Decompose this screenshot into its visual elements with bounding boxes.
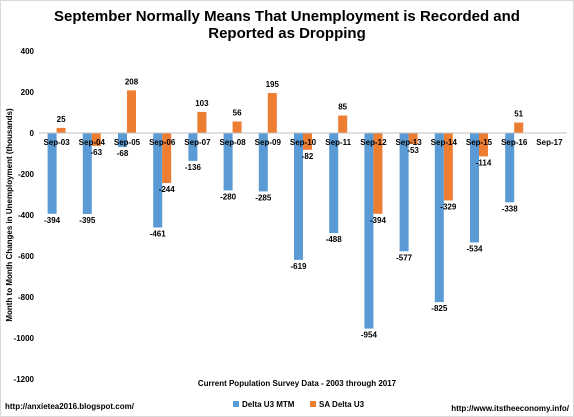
data-label-sa-delta-u3: -82 — [302, 152, 314, 161]
y-tick-label: 400 — [21, 47, 35, 56]
data-label-delta-u3-mtm: -488 — [326, 235, 343, 244]
x-tick-label: Sep-13 — [395, 138, 422, 147]
bar-sa-delta-u3 — [127, 90, 136, 133]
bar-sa-delta-u3 — [162, 133, 172, 184]
bar-sa-delta-u3 — [232, 121, 242, 133]
bars-group — [47, 90, 524, 329]
bar-delta-u3-mtm — [82, 133, 92, 214]
bar-delta-u3-mtm — [399, 133, 409, 252]
data-label-sa-delta-u3: 103 — [195, 99, 209, 108]
data-label-sa-delta-u3: 51 — [514, 110, 523, 119]
x-tick-label: Sep-16 — [501, 138, 528, 147]
data-label-delta-u3-mtm: -136 — [185, 163, 202, 172]
data-label-sa-delta-u3: 56 — [233, 109, 242, 118]
bar-sa-delta-u3 — [267, 93, 277, 133]
data-labels: -394 -395 -68 -461 -136 -280 -285 -619 -488 -954 -… — [44, 77, 524, 339]
x-tick-label: Sep-06 — [149, 138, 176, 147]
bar-delta-u3-mtm — [188, 133, 198, 161]
bar-sa-delta-u3 — [197, 111, 207, 133]
data-label-sa-delta-u3: 25 — [57, 115, 66, 124]
bar-delta-u3-mtm — [223, 133, 233, 191]
bar-sa-delta-u3 — [303, 133, 312, 150]
y-axis-title: Month to Month Changes in Unemployment (… — [5, 108, 14, 322]
bar-delta-u3-mtm — [47, 133, 57, 214]
chart-title-line-2: Reported as Dropping — [208, 25, 366, 42]
x-tick-label: Sep-12 — [360, 138, 387, 147]
bar-sa-delta-u3 — [91, 133, 101, 146]
y-tick-label: -1000 — [14, 334, 35, 343]
x-axis-title: Current Population Survey Data - 2003 th… — [198, 379, 397, 388]
bar-sa-delta-u3 — [479, 133, 488, 157]
data-label-sa-delta-u3: -394 — [370, 216, 387, 225]
bar-delta-u3-mtm — [153, 133, 163, 228]
y-tick-label: -600 — [18, 252, 35, 261]
bar-sa-delta-u3 — [338, 115, 348, 133]
x-tick-label: Sep-11 — [325, 138, 351, 147]
bar-delta-u3-mtm — [434, 133, 444, 303]
footer-right-link[interactable]: http://www.itstheeconomy.info/ — [451, 404, 570, 413]
x-tick-label: Sep-07 — [184, 138, 211, 147]
data-label-delta-u3-mtm: -280 — [220, 192, 237, 201]
data-label-delta-u3-mtm: -577 — [396, 253, 413, 262]
legend-label-sa-delta-u3: SA Delta U3 — [319, 400, 365, 409]
x-tick-label: Sep-10 — [290, 138, 317, 147]
footer-left-link[interactable]: http://anxietea2016.blogspot.com/ — [5, 402, 135, 411]
y-axis-ticks: 400 200 0 -200 -400 -600 -800 -1000 -1200 — [14, 47, 35, 384]
bar-delta-u3-mtm — [118, 133, 127, 147]
y-tick-label: 0 — [30, 129, 35, 138]
y-tick-label: -1200 — [14, 375, 35, 384]
legend-swatch-sa-delta-u3 — [310, 401, 316, 407]
legend-swatch-delta-u3-mtm — [233, 401, 239, 407]
category-labels: Sep-03 Sep-04 Sep-05 Sep-06 Sep-07 Sep-08 Sep-… — [43, 138, 563, 147]
x-tick-label: Sep-17 — [536, 138, 563, 147]
bar-sa-delta-u3 — [443, 133, 453, 201]
y-tick-label: -200 — [18, 170, 35, 179]
y-tick-label: 200 — [21, 88, 35, 97]
data-label-delta-u3-mtm: -338 — [502, 204, 519, 213]
x-tick-label: Sep-15 — [466, 138, 493, 147]
x-tick-label: Sep-09 — [255, 138, 282, 147]
data-label-delta-u3-mtm: -825 — [431, 304, 448, 313]
data-label-delta-u3-mtm: -534 — [466, 244, 483, 253]
bar-sa-delta-u3 — [373, 133, 383, 214]
bar-delta-u3-mtm — [294, 133, 303, 260]
bar-delta-u3-mtm — [470, 133, 479, 243]
data-label-delta-u3-mtm: -395 — [79, 216, 96, 225]
chart-title-line-1: September Normally Means That Unemployme… — [54, 8, 520, 25]
x-tick-label: Sep-08 — [219, 138, 246, 147]
data-label-delta-u3-mtm: -394 — [44, 216, 61, 225]
y-tick-label: -800 — [18, 293, 35, 302]
data-label-sa-delta-u3: 208 — [125, 77, 139, 86]
bar-delta-u3-mtm — [258, 133, 268, 192]
x-tick-label: Sep-04 — [79, 138, 106, 147]
legend: Delta U3 MTM SA Delta U3 — [233, 400, 365, 409]
data-label-sa-delta-u3: -53 — [407, 146, 419, 155]
data-label-sa-delta-u3: -244 — [159, 185, 176, 194]
data-label-sa-delta-u3: 85 — [338, 103, 347, 112]
bar-delta-u3-mtm — [364, 133, 374, 329]
x-tick-label: Sep-03 — [43, 138, 70, 147]
data-label-delta-u3-mtm: -285 — [255, 193, 272, 202]
x-tick-label: Sep-05 — [114, 138, 141, 147]
data-label-delta-u3-mtm: -954 — [361, 331, 378, 340]
bar-sa-delta-u3 — [514, 122, 524, 133]
data-label-sa-delta-u3: -63 — [91, 148, 103, 157]
legend-label-delta-u3-mtm: Delta U3 MTM — [242, 400, 295, 409]
bar-sa-delta-u3 — [408, 133, 418, 144]
data-label-delta-u3-mtm: -619 — [290, 262, 307, 271]
y-tick-label: -400 — [18, 211, 35, 220]
x-tick-label: Sep-14 — [431, 138, 458, 147]
data-label-sa-delta-u3: -329 — [440, 202, 457, 211]
data-label-sa-delta-u3: -114 — [476, 158, 492, 167]
data-label-delta-u3-mtm: -461 — [150, 230, 167, 239]
data-label-delta-u3-mtm: -68 — [117, 149, 129, 158]
bar-delta-u3-mtm — [505, 133, 515, 203]
data-label-sa-delta-u3: 195 — [266, 80, 280, 89]
bar-delta-u3-mtm — [329, 133, 339, 234]
bar-sa-delta-u3 — [56, 127, 66, 133]
